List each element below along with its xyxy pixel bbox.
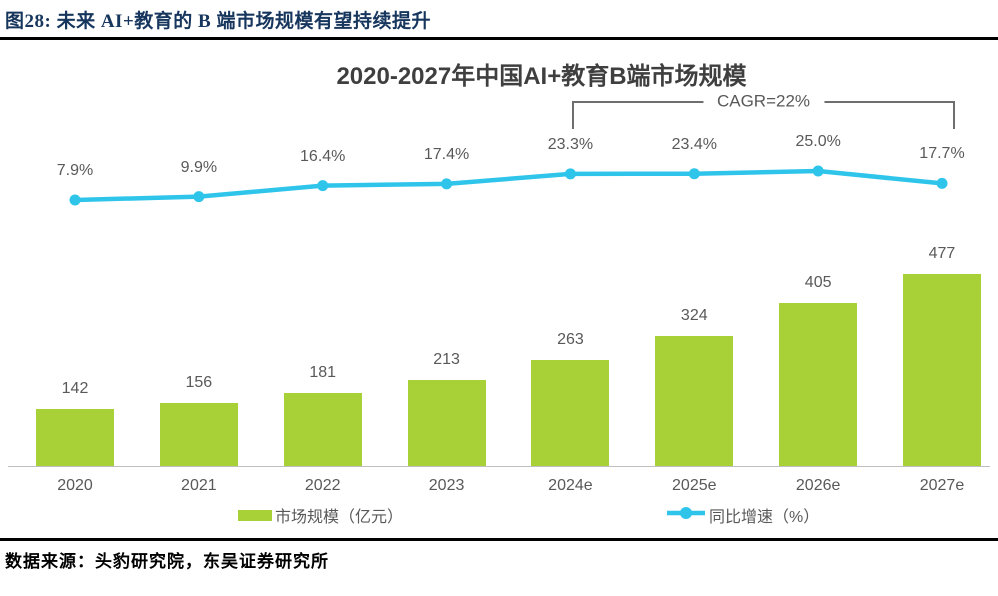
legend-label: 市场规模（亿元） xyxy=(275,509,404,526)
bar-2024e xyxy=(531,360,610,466)
x-axis-label-2020: 2020 xyxy=(57,477,93,494)
bottom-divider xyxy=(0,538,998,541)
x-axis-label-2025e: 2025e xyxy=(672,477,717,494)
line-point-2020 xyxy=(69,194,81,206)
cagr-annotation: CAGR=22% xyxy=(702,91,825,112)
x-axis-label-2024e: 2024e xyxy=(548,477,593,494)
bar-2027e xyxy=(902,273,981,466)
data-source: 数据来源：头豹研究院，东吴证券研究所 xyxy=(5,552,329,571)
bar-value-label: 142 xyxy=(61,379,89,397)
top-divider xyxy=(0,37,998,40)
legend-item-market-size: 市场规模（亿元） xyxy=(238,503,403,527)
growth-value-label: 25.0% xyxy=(795,133,841,150)
line-point-2024e xyxy=(564,168,576,180)
x-axis-label-2026e: 2026e xyxy=(795,477,841,494)
line-point-2025e xyxy=(688,168,700,180)
bar-value-label: 181 xyxy=(309,364,337,382)
bar-value-label: 324 xyxy=(680,306,708,324)
figure-caption: 图28: 未来 AI+教育的 B 端市场规模有望持续提升 xyxy=(5,11,431,32)
legend-label: 同比增速（%） xyxy=(709,509,820,526)
growth-value-label: 17.7% xyxy=(919,145,965,163)
bar-value-label: 213 xyxy=(433,351,460,369)
growth-value-label: 17.4% xyxy=(423,145,470,163)
bar-2020 xyxy=(36,408,114,466)
growth-value-label: 7.9% xyxy=(56,162,94,179)
bar-2025e xyxy=(655,335,734,466)
line-point-2026e xyxy=(812,165,824,177)
x-axis-label-2027e: 2027e xyxy=(919,477,965,494)
line-series-swatch-icon xyxy=(666,505,706,525)
bar-value-label: 263 xyxy=(557,331,584,349)
line-point-2023 xyxy=(441,178,453,190)
bar-value-label: 156 xyxy=(185,374,213,392)
line-point-2027e xyxy=(936,177,948,189)
x-axis-line xyxy=(8,466,990,467)
bar-2026e xyxy=(779,302,858,466)
bar-series-swatch-icon xyxy=(238,509,272,521)
bar-2023 xyxy=(407,380,486,466)
legend-item-growth-rate: 同比增速（%） xyxy=(666,503,819,527)
growth-value-label: 23.4% xyxy=(671,135,717,153)
cagr-bracket: CAGR=22% xyxy=(572,91,955,129)
bar-2022 xyxy=(283,393,362,466)
x-axis-label-2021: 2021 xyxy=(181,477,217,494)
bar-value-label: 405 xyxy=(804,273,832,291)
x-axis-label-2022: 2022 xyxy=(304,477,341,494)
line-point-2021 xyxy=(193,191,205,203)
chart-title: 2020-2027年中国AI+教育B端市场规模 xyxy=(336,63,747,90)
line-point-2022 xyxy=(317,180,329,192)
bar-2021 xyxy=(159,403,238,466)
growth-value-label: 23.3% xyxy=(547,135,594,153)
x-axis-label-2023: 2023 xyxy=(428,477,465,494)
bar-value-label: 477 xyxy=(928,244,956,262)
growth-value-label: 16.4% xyxy=(300,147,346,165)
growth-value-label: 9.9% xyxy=(180,158,218,176)
